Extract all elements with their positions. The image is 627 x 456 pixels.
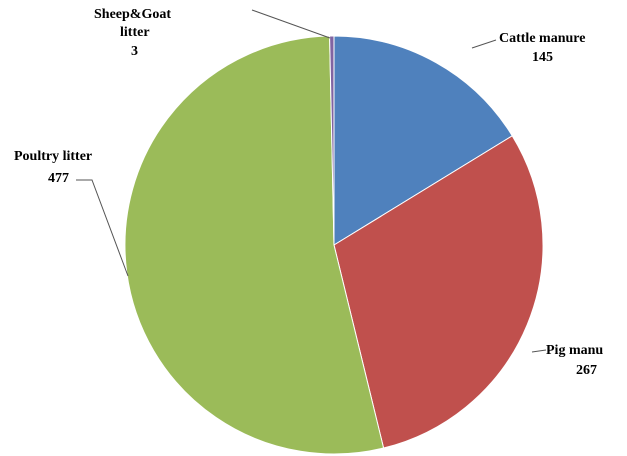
slice-value-poultry: 477: [48, 171, 69, 186]
slice-label-sheep-goat: Sheep&Goat litter 3: [94, 7, 175, 59]
leader-lines: [76, 9, 547, 353]
leader-line-sheep-goat: [251, 9, 331, 39]
slice-label-name-line-2: litter: [120, 25, 149, 40]
slice-label-cattle: Cattle manure 145: [499, 31, 589, 65]
leader-line-pig: [531, 349, 547, 353]
slice-value-pig: 267: [576, 363, 597, 378]
slice-label-name-line-1: Sheep&Goat: [94, 7, 171, 22]
slice-name-cattle: Cattle manure: [499, 31, 585, 46]
slice-label-poultry: Poultry litter 477: [14, 149, 95, 186]
slice-name-poultry: Poultry litter: [14, 149, 92, 164]
pie-slice-cattle-manure: [333, 35, 513, 246]
pie-slice-sheep-goat-litter: [329, 35, 335, 246]
pie-slice-pig-manu: [333, 135, 544, 449]
slice-name-pig: Pig manu: [546, 343, 603, 358]
pie-slices: [124, 35, 544, 455]
slice-value-sheep-goat: 3: [131, 44, 138, 59]
slice-labels: Sheep&Goat litter 3 Cattle manure 145 Po…: [14, 7, 607, 378]
slice-label-pig: Pig manu 267: [546, 343, 607, 378]
slice-value-cattle: 145: [532, 50, 553, 65]
leader-line-poultry: [76, 179, 129, 277]
leader-line-cattle: [471, 39, 497, 49]
